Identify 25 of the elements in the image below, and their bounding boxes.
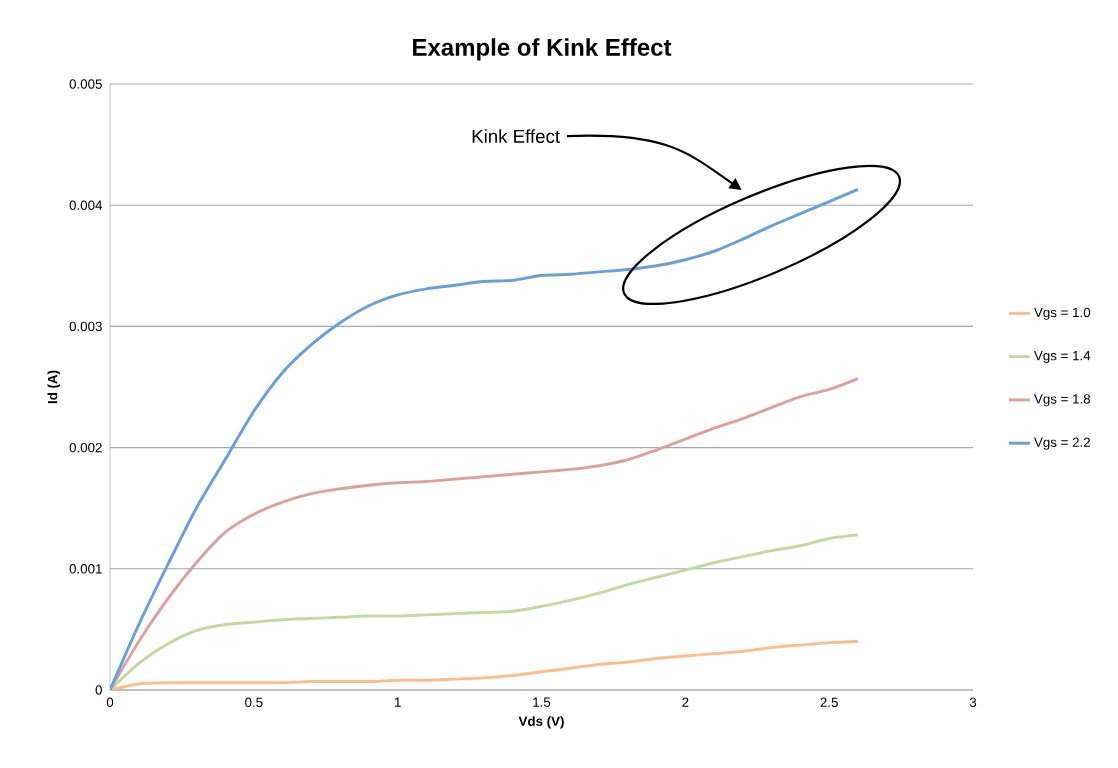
- x-tick-label: 2: [682, 697, 689, 707]
- line-series: [110, 377, 860, 690]
- legend-label: Vgs = 1.4: [1034, 351, 1091, 363]
- x-tick-label: 3: [969, 697, 977, 707]
- x-tick-label: 0: [106, 697, 114, 707]
- line-series: [110, 640, 860, 690]
- x-tick-label: 2.5: [820, 697, 838, 707]
- x-tick-label: 1.5: [533, 697, 551, 707]
- line-series: [110, 533, 860, 690]
- legend-label: Vgs = 1.0: [1034, 307, 1091, 320]
- y-tick-label: 0.001: [69, 564, 102, 574]
- annotation: Kink Effect: [472, 129, 560, 143]
- x-axis-title: Vds (V): [518, 716, 564, 729]
- legend-label: Vgs = 2.2: [1034, 437, 1090, 450]
- y-axis-title: Id (A): [47, 370, 60, 404]
- chart-title: Example of Kink Effect: [413, 38, 672, 61]
- x-tick-label: 0.5: [245, 697, 263, 707]
- legend-label: Vgs = 1.8: [1034, 394, 1091, 407]
- y-tick-label: 0: [95, 685, 102, 695]
- y-tick-label: 0.005: [69, 79, 102, 89]
- line-series: [110, 187, 860, 690]
- y-tick-label: 0.002: [69, 442, 102, 453]
- y-tick-label: 0.004: [69, 200, 103, 210]
- y-tick-label: 0.003: [69, 321, 102, 332]
- x-tick-label: 1: [394, 697, 401, 707]
